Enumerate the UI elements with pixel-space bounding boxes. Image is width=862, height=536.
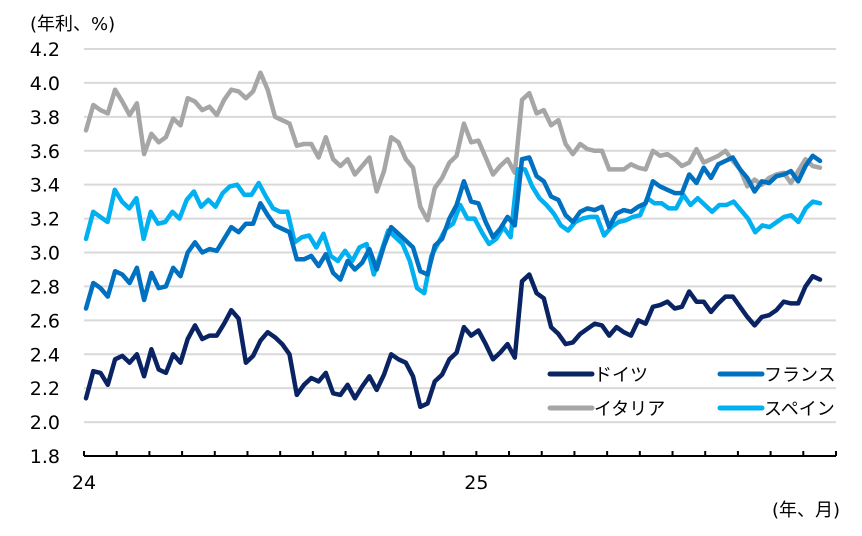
series-line-3 [83,167,823,296]
series-line-1 [83,153,823,311]
y-tick-label: 3.8 [30,107,60,129]
x-axis-tick-labels: 24 25 [72,472,489,494]
x-tick-label: 24 [72,472,96,494]
series-line-0 [83,272,823,410]
y-axis-unit-label: (年利、%) [30,14,115,35]
y-tick-label: 2.4 [30,344,60,366]
y-tick-label: 4.0 [30,73,60,95]
legend-label: イタリア [594,399,665,420]
y-tick-label: 2.6 [30,310,60,332]
y-tick-label: 2.8 [30,276,60,298]
y-tick-label: 1.8 [30,446,60,468]
x-axis-unit-label: (年、月) [772,500,840,521]
y-tick-label: 4.2 [30,39,60,61]
y-tick-label: 2.2 [30,378,60,400]
y-tick-label: 3.2 [30,209,60,231]
y-tick-label: 2.0 [30,412,60,434]
legend-label: ドイツ [594,365,648,386]
legend-label: スペイン [764,399,835,420]
x-tick-label: 25 [464,472,488,494]
x-axis [83,451,837,457]
legend-label: フランス [764,365,836,386]
y-tick-label: 3.4 [30,175,60,197]
y-tick-label: 3.0 [30,243,60,265]
y-tick-label: 3.6 [30,141,60,163]
series-line-2 [83,70,823,223]
series-lines [83,70,823,410]
y-axis-tick-labels: 1.8 2.0 2.2 2.4 2.6 2.8 3.0 3.2 3.4 3.6 3.8 4.0 4.2 [30,39,60,468]
